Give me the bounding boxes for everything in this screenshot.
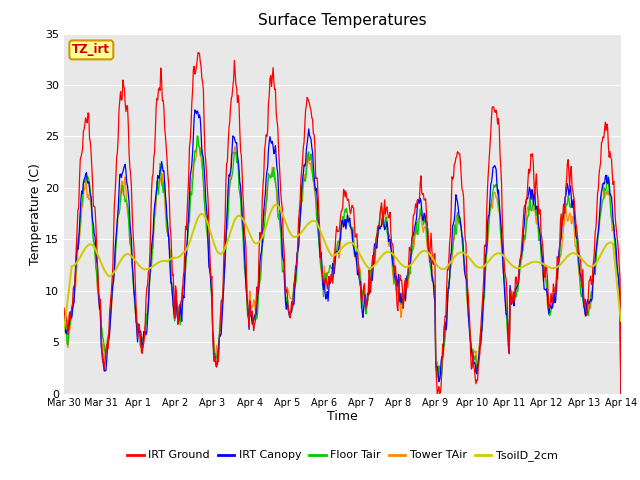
Title: Surface Temperatures: Surface Temperatures	[258, 13, 427, 28]
Y-axis label: Temperature (C): Temperature (C)	[29, 163, 42, 264]
Text: TZ_irt: TZ_irt	[72, 43, 110, 56]
X-axis label: Time: Time	[327, 410, 358, 423]
Legend: IRT Ground, IRT Canopy, Floor Tair, Tower TAir, TsoilD_2cm: IRT Ground, IRT Canopy, Floor Tair, Towe…	[123, 446, 562, 466]
